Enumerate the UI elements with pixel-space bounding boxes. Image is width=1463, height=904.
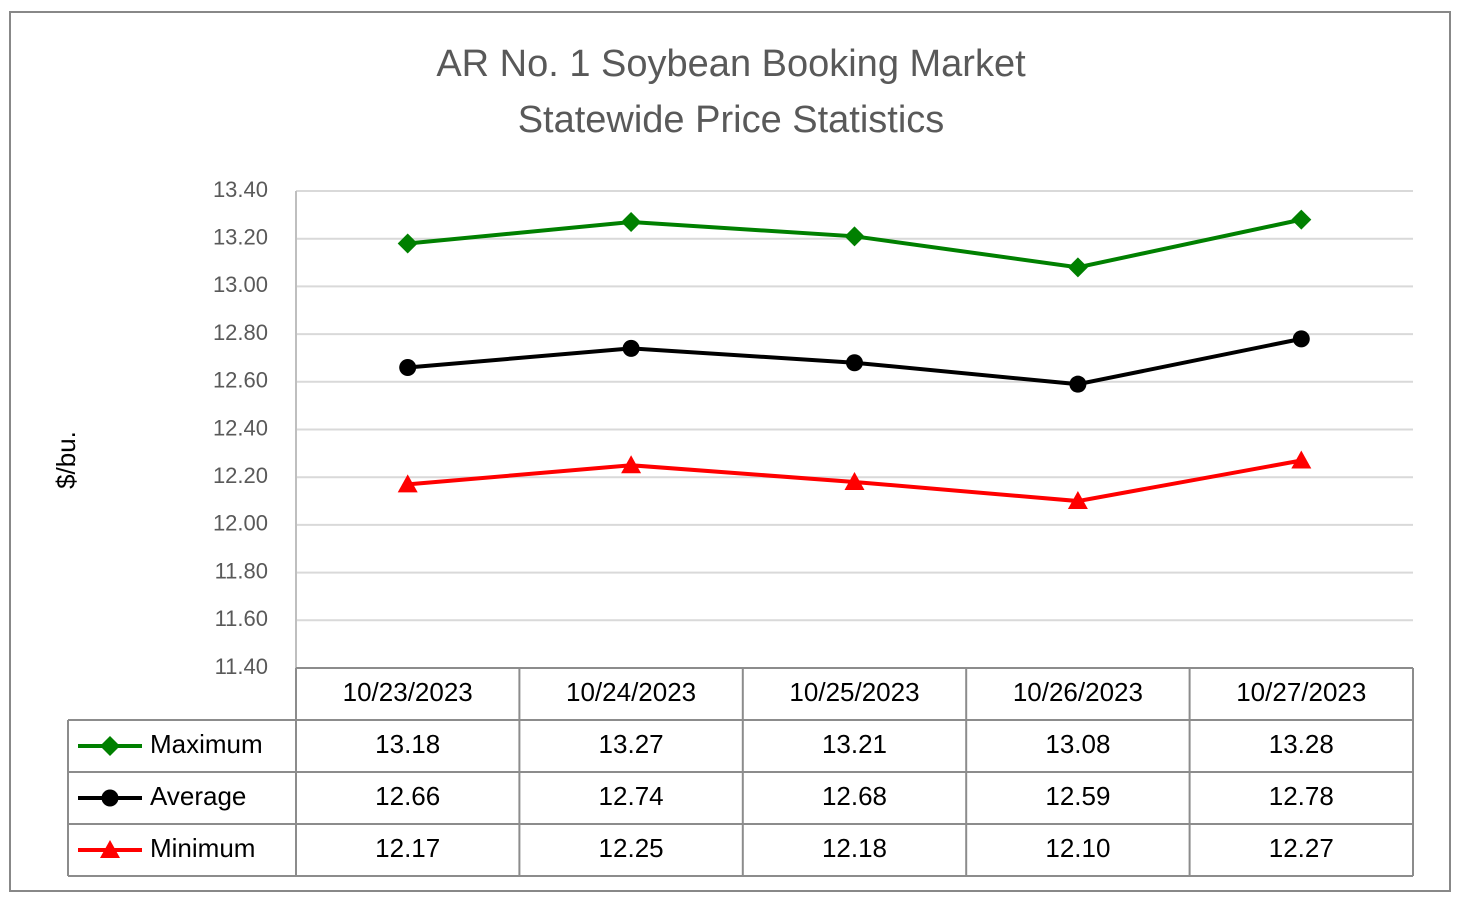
chart-border xyxy=(9,11,1451,892)
y-tick-label: 13.40 xyxy=(213,177,268,202)
data-label: 13.21 xyxy=(822,729,887,759)
legend-label: Maximum xyxy=(150,729,263,759)
data-label: 13.28 xyxy=(1269,729,1334,759)
marker xyxy=(397,233,418,254)
y-tick-label: 13.00 xyxy=(213,272,268,297)
x-tick-label: 10/27/2023 xyxy=(1236,677,1366,707)
marker xyxy=(1067,491,1088,510)
data-label: 13.08 xyxy=(1045,729,1110,759)
data-label: 12.66 xyxy=(375,781,440,811)
legend-label: Average xyxy=(150,781,246,811)
marker xyxy=(1291,450,1312,469)
data-label: 13.18 xyxy=(375,729,440,759)
y-tick-label: 12.20 xyxy=(213,463,268,488)
data-label: 12.59 xyxy=(1045,781,1110,811)
y-tick-label: 12.40 xyxy=(213,415,268,440)
chart-title: AR No. 1 Soybean Booking Market xyxy=(436,43,1026,85)
data-label: 12.18 xyxy=(822,833,887,863)
data-label: 12.27 xyxy=(1269,833,1334,863)
marker xyxy=(100,736,120,756)
x-tick-label: 10/25/2023 xyxy=(789,677,919,707)
y-tick-label: 12.60 xyxy=(213,368,268,393)
marker xyxy=(844,226,865,247)
data-label: 13.27 xyxy=(599,729,664,759)
data-label: 12.10 xyxy=(1045,833,1110,863)
marker xyxy=(621,455,642,474)
marker xyxy=(397,474,418,493)
marker xyxy=(621,212,642,233)
marker xyxy=(101,789,119,807)
legend-label: Minimum xyxy=(150,833,255,863)
marker xyxy=(100,840,120,858)
marker xyxy=(622,339,640,357)
x-tick-label: 10/24/2023 xyxy=(566,677,696,707)
y-tick-label: 11.80 xyxy=(215,558,268,583)
marker xyxy=(1291,209,1312,230)
marker xyxy=(846,354,863,372)
x-tick-label: 10/26/2023 xyxy=(1013,677,1143,707)
marker xyxy=(399,358,417,376)
marker xyxy=(1067,257,1088,278)
y-tick-label: 13.20 xyxy=(213,225,268,250)
data-label: 12.78 xyxy=(1269,781,1334,811)
y-tick-label: 12.00 xyxy=(213,511,268,536)
y-tick-label: 11.40 xyxy=(215,654,268,679)
y-tick-label: 12.80 xyxy=(213,320,268,345)
marker xyxy=(844,471,865,490)
data-label: 12.17 xyxy=(375,833,440,863)
chart-subtitle: Statewide Price Statistics xyxy=(518,99,945,141)
marker xyxy=(1292,330,1310,348)
marker xyxy=(1069,375,1087,393)
y-tick-label: 11.60 xyxy=(215,606,268,631)
data-label: 12.68 xyxy=(822,781,887,811)
y-axis-label: $/bu. xyxy=(51,431,81,489)
data-label: 12.74 xyxy=(599,781,664,811)
data-label: 12.25 xyxy=(599,833,664,863)
x-tick-label: 10/23/2023 xyxy=(343,677,473,707)
